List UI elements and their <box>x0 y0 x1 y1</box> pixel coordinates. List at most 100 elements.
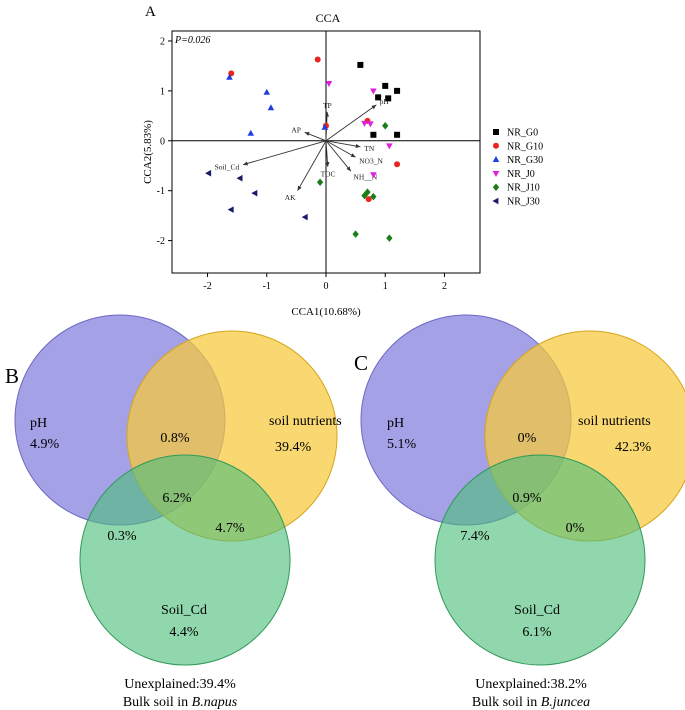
legend-label-nr-j30: NR_J30 <box>507 197 540 208</box>
point-nr-j10-3 <box>361 191 368 200</box>
venn-c-label-cd: Soil_Cd <box>514 603 560 618</box>
vector-label-tp: TP <box>323 101 332 110</box>
point-nr-g0-2 <box>394 87 401 94</box>
vector-label-soil-cd: Soil_Cd <box>215 163 240 172</box>
vector-arrowhead-ph <box>371 104 377 110</box>
point-nr-g0-4 <box>385 95 392 102</box>
vector-label-ap: AP <box>291 126 301 135</box>
venn-b-value-ph: 4.9% <box>30 437 60 452</box>
venn-b-caption: Bulk soil in B.napus <box>123 695 238 710</box>
y-tick-label-0: 0 <box>160 136 165 147</box>
venn-b-caption-prefix: Bulk soil in <box>123 695 192 710</box>
venn-c-caption: Bulk soil in B.juncea <box>472 695 590 710</box>
venn-b: pH 4.9% soil nutrients 39.4% 0.8% 6.2% 0… <box>14 314 342 666</box>
venn-b-value-nutrients: 39.4% <box>275 440 312 455</box>
vector-nh-n <box>325 140 352 172</box>
venn-c-value-nutrients-cd: 0% <box>566 521 585 536</box>
point-nr-g10-0 <box>314 56 321 63</box>
point-nr-j0-4 <box>386 143 393 150</box>
point-nr-j10-6 <box>386 234 393 242</box>
vector-label-ak: AK <box>285 193 296 202</box>
venn-b-value-all: 6.2% <box>162 491 192 506</box>
venn-c-unexplained: Unexplained:38.2% <box>475 677 587 692</box>
legend-marker-nr-j30 <box>492 197 499 205</box>
vector-label-nh-n: NH__N <box>353 173 377 182</box>
venn-b-value-ph-nutrients: 0.8% <box>160 431 190 446</box>
point-nr-j0-3 <box>367 121 374 128</box>
vector-arrowhead-no3-n <box>350 153 356 158</box>
cca-title: CCA <box>316 11 341 25</box>
venn-c-value-nutrients: 42.3% <box>615 440 652 455</box>
y-tick-label--2: -2 <box>157 236 165 247</box>
venn-b-value-cd: 4.4% <box>169 625 199 640</box>
p-value-annotation: P=0.026 <box>174 35 210 46</box>
venn-c-value-all: 0.9% <box>512 491 542 506</box>
legend-marker-nr-j0 <box>492 171 500 177</box>
legend-marker-nr-g0 <box>493 129 499 135</box>
cca-points <box>205 56 401 242</box>
point-nr-j0-5 <box>370 172 377 179</box>
vector-label-tn: TN <box>364 144 375 153</box>
point-nr-g0-6 <box>394 131 401 138</box>
legend-label-nr-g10: NR_G10 <box>507 141 543 152</box>
venn-c-caption-species: B.juncea <box>541 695 590 710</box>
point-nr-g30-4 <box>321 123 329 130</box>
vector-arrowhead-ap <box>304 132 310 136</box>
panel-label-b: B <box>5 364 19 388</box>
point-nr-j10-1 <box>316 178 324 186</box>
venn-c-value-ph-cd: 7.4% <box>460 529 490 544</box>
venn-c-value-ph: 5.1% <box>387 437 417 452</box>
panel-label-c: C <box>354 351 368 375</box>
venn-b-label-cd: Soil_Cd <box>161 603 207 618</box>
legend-label-nr-j0: NR_J0 <box>507 169 535 180</box>
point-nr-j0-1 <box>370 88 377 95</box>
venn-c-label-nutrients: soil nutrients <box>578 414 651 429</box>
venn-c: pH 5.1% soil nutrients 42.3% 0% 0.9% 7.4… <box>360 314 685 666</box>
vector-arrowhead-ak <box>297 185 302 191</box>
panel-label-a: A <box>145 4 156 20</box>
venn-b-circle-cd <box>79 454 291 666</box>
venn-b-value-ph-cd: 0.3% <box>107 529 137 544</box>
venn-c-value-ph-nutrients: 0% <box>518 431 537 446</box>
y-tick-label-2: 2 <box>160 36 165 47</box>
legend-marker-nr-j10 <box>492 183 500 191</box>
point-nr-j30-3 <box>227 206 234 213</box>
legend-label-nr-g30: NR_G30 <box>507 155 543 166</box>
vector-arrowhead-tp <box>324 111 330 117</box>
cca-vectors: TP pH AP Soil_Cd AK TOC TN NO3_N NH__N <box>215 97 390 202</box>
venn-b-unexplained: Unexplained:39.4% <box>124 677 236 692</box>
vector-tn <box>325 140 361 148</box>
point-nr-j0-2 <box>361 120 368 127</box>
x-tick-label-0: 0 <box>324 281 329 292</box>
cca-plot: -2 -1 0 1 2 -2 -1 0 1 2 TP pH AP Soil_Cd AK TOC TN NO3_N… <box>157 30 481 292</box>
vector-label-ph: pH <box>380 97 390 106</box>
vector-label-toc: TOC <box>321 170 336 179</box>
point-nr-j30-0 <box>205 169 212 177</box>
point-nr-j0-0 <box>325 80 333 87</box>
vector-arrowhead-tn <box>355 143 361 148</box>
vector-label-no3-n: NO3_N <box>359 157 383 166</box>
point-nr-j10-5 <box>352 230 359 238</box>
legend-label-nr-g0: NR_G0 <box>507 128 538 139</box>
vector-arrowhead-toc <box>325 162 330 167</box>
point-nr-j10-0 <box>382 122 389 130</box>
point-nr-g10-4 <box>394 161 401 168</box>
legend-marker-nr-g10 <box>493 142 499 149</box>
point-nr-j10-4 <box>370 192 377 201</box>
legend-marker-nr-g30 <box>492 156 500 162</box>
cca-legend: NR_G0 NR_G10 NR_G30 NR_J0 NR_J10 NR_J30 <box>492 128 543 208</box>
point-nr-j30-4 <box>301 213 308 221</box>
point-nr-g30-0 <box>226 73 233 80</box>
vector-no3-n <box>325 140 356 158</box>
venn-b-value-nutrients-cd: 4.7% <box>215 521 245 536</box>
point-nr-j30-1 <box>236 174 243 182</box>
vector-ak <box>297 140 327 191</box>
legend-label-nr-j10: NR_J10 <box>507 183 540 194</box>
vector-arrowhead-nh-n <box>346 166 351 172</box>
venn-c-value-cd: 6.1% <box>522 625 552 640</box>
x-tick-label-1: 1 <box>383 281 388 292</box>
venn-c-caption-prefix: Bulk soil in <box>472 695 541 710</box>
cca-ticks: -2 -1 0 1 2 -2 -1 0 1 2 <box>157 36 447 292</box>
x-axis-label: CCA1(10.68%) <box>291 306 361 318</box>
